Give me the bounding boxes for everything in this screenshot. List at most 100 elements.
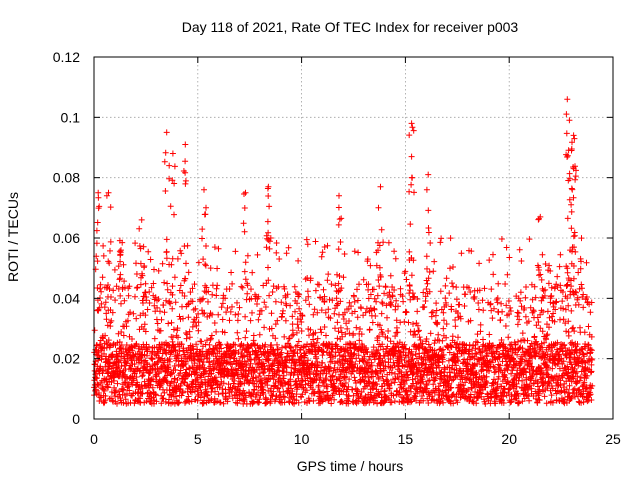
data-point bbox=[354, 286, 360, 293]
data-point bbox=[560, 358, 567, 365]
data-point bbox=[436, 387, 443, 394]
data-point bbox=[450, 391, 457, 398]
data-point bbox=[165, 366, 172, 373]
data-point bbox=[467, 391, 474, 398]
data-point bbox=[363, 305, 370, 312]
data-point bbox=[339, 399, 346, 406]
data-point bbox=[365, 295, 372, 302]
data-point bbox=[388, 380, 395, 387]
data-point bbox=[182, 158, 189, 165]
data-point bbox=[102, 332, 109, 339]
data-point bbox=[442, 295, 449, 302]
data-point bbox=[525, 318, 532, 325]
data-point bbox=[536, 215, 542, 222]
data-point bbox=[163, 350, 170, 357]
data-point bbox=[201, 369, 208, 375]
data-point bbox=[169, 255, 176, 262]
data-point bbox=[211, 365, 218, 372]
data-point bbox=[429, 309, 436, 315]
data-point bbox=[131, 370, 138, 377]
data-point bbox=[329, 345, 336, 352]
data-point bbox=[335, 221, 342, 228]
data-point bbox=[446, 394, 452, 401]
data-point bbox=[358, 305, 365, 312]
data-point bbox=[571, 385, 578, 392]
data-point bbox=[117, 258, 124, 265]
data-point bbox=[336, 273, 343, 279]
data-point bbox=[310, 397, 317, 404]
data-point bbox=[449, 333, 456, 340]
data-point bbox=[385, 328, 392, 334]
data-point bbox=[241, 191, 247, 197]
data-point bbox=[155, 267, 162, 274]
data-point bbox=[211, 395, 218, 402]
data-point bbox=[322, 309, 329, 316]
data-point bbox=[178, 250, 185, 257]
data-point bbox=[291, 349, 298, 355]
data-point bbox=[232, 311, 239, 318]
data-point bbox=[555, 376, 561, 383]
data-point bbox=[268, 385, 275, 392]
data-point bbox=[107, 238, 114, 245]
data-point bbox=[512, 341, 519, 348]
data-point bbox=[588, 368, 595, 375]
data-point bbox=[177, 247, 184, 254]
data-point bbox=[500, 393, 507, 400]
data-point bbox=[268, 342, 275, 348]
data-point bbox=[121, 278, 128, 285]
data-point bbox=[172, 393, 179, 400]
data-point bbox=[502, 281, 509, 287]
data-point bbox=[568, 394, 575, 401]
data-point bbox=[535, 319, 542, 325]
data-point bbox=[170, 326, 177, 333]
data-point bbox=[172, 299, 179, 306]
data-point bbox=[425, 400, 432, 406]
data-point bbox=[414, 322, 421, 329]
data-point bbox=[140, 300, 146, 306]
data-point bbox=[412, 351, 419, 358]
data-point bbox=[376, 283, 383, 290]
data-point bbox=[293, 358, 300, 365]
data-point bbox=[408, 398, 415, 405]
data-point bbox=[448, 384, 455, 391]
data-point bbox=[393, 297, 400, 304]
data-point bbox=[568, 201, 575, 208]
data-point bbox=[131, 361, 138, 367]
data-point bbox=[319, 398, 326, 405]
data-point bbox=[153, 398, 160, 405]
data-point bbox=[260, 391, 267, 397]
data-point bbox=[584, 358, 591, 365]
data-point bbox=[434, 319, 441, 326]
data-point bbox=[318, 253, 325, 260]
data-point bbox=[326, 296, 333, 303]
data-point bbox=[275, 283, 282, 290]
data-point bbox=[528, 385, 535, 392]
data-point bbox=[499, 308, 506, 315]
data-point bbox=[123, 360, 130, 367]
data-point bbox=[575, 387, 581, 394]
data-point bbox=[408, 153, 415, 160]
data-point bbox=[516, 399, 522, 406]
data-point bbox=[100, 242, 107, 249]
data-point bbox=[426, 269, 433, 275]
data-point bbox=[587, 391, 594, 398]
data-point bbox=[410, 321, 416, 327]
data-point bbox=[400, 399, 407, 406]
data-point bbox=[570, 324, 577, 331]
data-point bbox=[149, 384, 156, 391]
data-point bbox=[547, 268, 554, 274]
data-point bbox=[575, 269, 582, 276]
data-point bbox=[295, 338, 302, 345]
data-point bbox=[517, 289, 524, 296]
data-point bbox=[544, 321, 550, 328]
data-point bbox=[189, 298, 196, 305]
data-point bbox=[295, 399, 302, 406]
data-point bbox=[568, 283, 575, 290]
data-point bbox=[159, 395, 166, 402]
y-tick-label: 0 bbox=[72, 411, 80, 427]
data-point bbox=[222, 295, 229, 302]
data-point bbox=[207, 335, 214, 342]
data-point bbox=[273, 371, 280, 378]
data-point bbox=[572, 173, 579, 180]
data-point bbox=[443, 302, 450, 308]
